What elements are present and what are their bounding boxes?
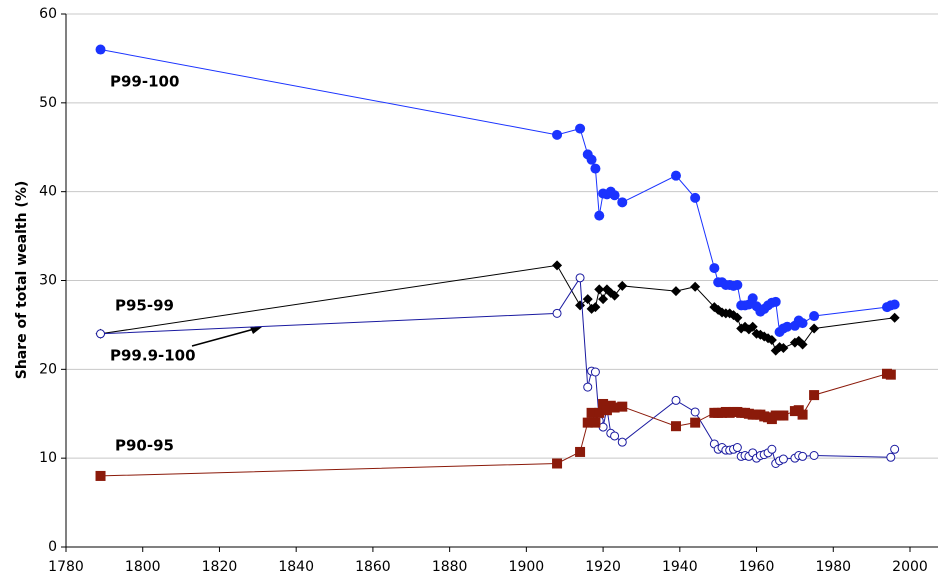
y-tick-label: 20 xyxy=(39,361,57,377)
series-label: P99.9-100 xyxy=(110,347,196,365)
point xyxy=(617,197,628,208)
point xyxy=(575,123,586,134)
series xyxy=(95,260,900,356)
x-tick-label: 1800 xyxy=(125,559,161,575)
point xyxy=(575,273,585,283)
point xyxy=(690,417,701,428)
point xyxy=(552,458,563,469)
point xyxy=(594,407,605,418)
point xyxy=(582,294,593,305)
x-tick-label: 1980 xyxy=(815,559,851,575)
point xyxy=(96,329,106,339)
series-label: P90-95 xyxy=(115,437,174,455)
point xyxy=(617,280,628,291)
point xyxy=(95,44,106,55)
point xyxy=(747,321,758,332)
point xyxy=(766,335,777,346)
point xyxy=(732,279,743,290)
point xyxy=(610,431,620,441)
point xyxy=(586,407,597,418)
point xyxy=(582,417,593,428)
x-tick-label: 1900 xyxy=(509,559,545,575)
point xyxy=(889,299,900,310)
point xyxy=(590,417,601,428)
point xyxy=(575,300,586,311)
point xyxy=(598,398,609,409)
point xyxy=(552,308,562,318)
annotation-arrow xyxy=(191,327,262,347)
point xyxy=(670,286,681,297)
point xyxy=(809,323,820,334)
series-line xyxy=(100,49,895,334)
point xyxy=(575,446,586,457)
point xyxy=(890,444,900,454)
point xyxy=(747,293,758,304)
point xyxy=(617,401,628,412)
point xyxy=(770,296,781,307)
y-axis-label: Share of total wealth (%) xyxy=(14,181,30,380)
point xyxy=(609,190,620,201)
point xyxy=(95,470,106,481)
point xyxy=(552,129,563,140)
point xyxy=(690,192,701,203)
x-tick-label: 1960 xyxy=(739,559,775,575)
x-tick-label: 1920 xyxy=(585,559,621,575)
series xyxy=(95,44,900,338)
point xyxy=(690,407,700,417)
y-tick-label: 10 xyxy=(39,450,57,466)
point xyxy=(809,311,820,322)
y-tick-label: 60 xyxy=(39,6,57,22)
point xyxy=(671,395,681,405)
y-tick-label: 30 xyxy=(39,273,57,289)
point xyxy=(797,339,808,350)
point xyxy=(797,318,808,329)
point xyxy=(594,210,605,221)
point xyxy=(798,451,808,461)
point xyxy=(809,390,820,401)
y-tick-label: 50 xyxy=(39,95,57,111)
x-tick-label: 1860 xyxy=(355,559,391,575)
x-tick-label: 1780 xyxy=(48,559,84,575)
point xyxy=(797,409,808,420)
x-tick-label: 1840 xyxy=(278,559,314,575)
point xyxy=(586,154,597,165)
x-tick-label: 1940 xyxy=(662,559,698,575)
point xyxy=(886,452,896,462)
point xyxy=(609,290,620,301)
x-tick-label: 2000 xyxy=(892,559,928,575)
point xyxy=(670,170,681,181)
x-tick-label: 1880 xyxy=(432,559,468,575)
point xyxy=(732,443,742,453)
point xyxy=(885,369,896,380)
point xyxy=(809,451,819,461)
point xyxy=(617,437,627,447)
y-tick-label: 0 xyxy=(48,539,57,555)
point xyxy=(590,302,601,313)
point xyxy=(552,260,563,271)
point xyxy=(782,321,793,332)
point xyxy=(767,444,777,454)
y-tick-label: 40 xyxy=(39,184,57,200)
point xyxy=(670,421,681,432)
point xyxy=(609,402,620,413)
point xyxy=(732,312,743,323)
series-label: P99-100 xyxy=(110,73,179,91)
series xyxy=(95,368,896,481)
point xyxy=(709,263,720,274)
point xyxy=(590,367,600,377)
point xyxy=(590,163,601,174)
point xyxy=(889,312,900,323)
point xyxy=(690,281,701,292)
point xyxy=(778,343,789,354)
point xyxy=(594,284,605,295)
point xyxy=(583,382,593,392)
series-line xyxy=(100,373,891,477)
series-label: P95-99 xyxy=(115,297,174,315)
point xyxy=(598,294,609,305)
point xyxy=(778,454,788,464)
x-tick-label: 1820 xyxy=(202,559,238,575)
point xyxy=(778,410,789,421)
